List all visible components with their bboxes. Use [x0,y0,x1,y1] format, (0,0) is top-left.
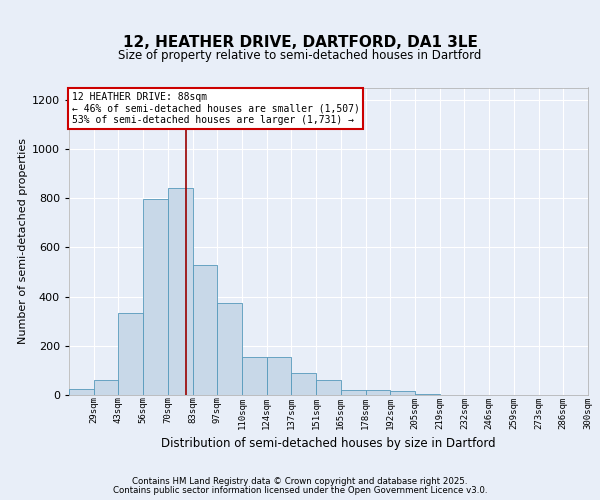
Bar [217,302,242,395]
Bar [242,357,266,395]
Bar [341,390,365,395]
Bar [316,380,341,395]
Bar [193,264,217,395]
Bar [267,357,292,395]
X-axis label: Distribution of semi-detached houses by size in Dartford: Distribution of semi-detached houses by … [161,437,496,450]
Bar [69,389,94,395]
Text: 12, HEATHER DRIVE, DARTFORD, DA1 3LE: 12, HEATHER DRIVE, DARTFORD, DA1 3LE [122,35,478,50]
Bar [292,373,316,395]
Text: Contains HM Land Registry data © Crown copyright and database right 2025.: Contains HM Land Registry data © Crown c… [132,477,468,486]
Text: Contains public sector information licensed under the Open Government Licence v3: Contains public sector information licen… [113,486,487,495]
Bar [391,392,415,395]
Text: Size of property relative to semi-detached houses in Dartford: Size of property relative to semi-detach… [118,50,482,62]
Bar [94,380,118,395]
Y-axis label: Number of semi-detached properties: Number of semi-detached properties [17,138,28,344]
Bar [365,390,390,395]
Bar [415,394,440,395]
Bar [143,200,168,395]
Bar [118,312,143,395]
Bar [168,188,193,395]
Text: 12 HEATHER DRIVE: 88sqm
← 46% of semi-detached houses are smaller (1,507)
53% of: 12 HEATHER DRIVE: 88sqm ← 46% of semi-de… [71,92,359,126]
